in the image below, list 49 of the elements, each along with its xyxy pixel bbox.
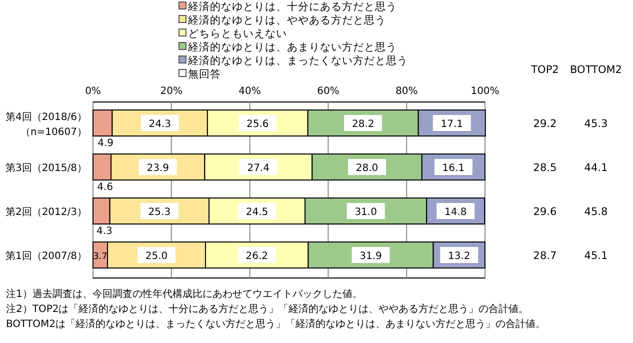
text: 注1）過去調査は、今回調査の性年代構成比にあわせてウエイトバックした値。 — [6, 288, 362, 300]
x-tick-label: 20% — [160, 86, 183, 97]
data-label: 26.2 — [246, 251, 268, 262]
data-label: 28.0 — [356, 163, 378, 174]
text: 44.1 — [584, 162, 608, 174]
data-label: 4.9 — [98, 138, 114, 149]
data-label: 13.2 — [448, 251, 470, 262]
data-label: 25.3 — [148, 207, 171, 218]
text: BOTTOM2は「経済的なゆとりは、まったくない方だと思う」「経済的なゆとりは、あまりない方だと思う」の合計値。 — [6, 318, 546, 330]
text: 45.3 — [584, 118, 608, 130]
data-label: 17.1 — [440, 119, 464, 130]
data-label: 4.3 — [96, 226, 112, 237]
data-label: 27.4 — [247, 163, 270, 174]
text: 29.6 — [533, 206, 558, 218]
y-tick-label: 第2回（2012/3） — [5, 206, 87, 218]
data-label: 31.0 — [354, 207, 377, 218]
data-label: 31.9 — [360, 251, 382, 262]
x-tick-label: 60% — [317, 86, 340, 97]
text: 注2）TOP2は「経済的なゆとりは、十分にある方だと思う」「経済的なゆとりは、ややある方だと思う」の合計値。 — [6, 303, 529, 315]
text: BOTTOM2 — [570, 64, 622, 76]
legend-label: 経済的なゆとりは、十分にある方だと思う — [187, 0, 397, 13]
data-label: 24.5 — [246, 207, 268, 218]
data-label: 4.6 — [97, 182, 113, 193]
data-label: 23.9 — [146, 163, 170, 174]
y-tick-label: 第3回（2015/8） — [5, 162, 87, 174]
legend-label: 経済的なゆとりは、あまりない方だと思う — [187, 40, 397, 54]
text: TOP2 — [530, 64, 559, 76]
text: 28.5 — [533, 162, 557, 174]
text: 45.1 — [584, 250, 608, 262]
x-tick-label: 0% — [85, 86, 101, 97]
data-label: 25.6 — [246, 119, 269, 130]
x-tick-label: 80% — [395, 86, 418, 97]
data-label: 28.2 — [352, 119, 374, 130]
text: 45.8 — [584, 206, 608, 218]
x-tick-label: 40% — [238, 86, 261, 97]
data-label: 14.8 — [444, 207, 467, 218]
data-label: 3.7 — [93, 252, 108, 262]
data-label: 25.0 — [145, 251, 168, 262]
legend-label: 無回答 — [188, 68, 221, 80]
x-tick-label: 100% — [470, 86, 500, 97]
data-label: 16.1 — [442, 163, 465, 174]
legend-label: 経済的なゆとりは、ややある方だと思う — [187, 14, 386, 26]
y-tick-label: 第1回（2007/8） — [5, 250, 87, 262]
text: 28.7 — [533, 250, 557, 262]
legend-label: 経済的なゆとりは、まったくない方だと思う — [187, 54, 408, 67]
data-label: 24.3 — [148, 119, 171, 130]
legend-label: どちらともいえない — [188, 28, 287, 40]
text: 29.2 — [533, 118, 557, 130]
y-tick-label: 第4回（2018/6）（n=10607） — [5, 111, 87, 138]
